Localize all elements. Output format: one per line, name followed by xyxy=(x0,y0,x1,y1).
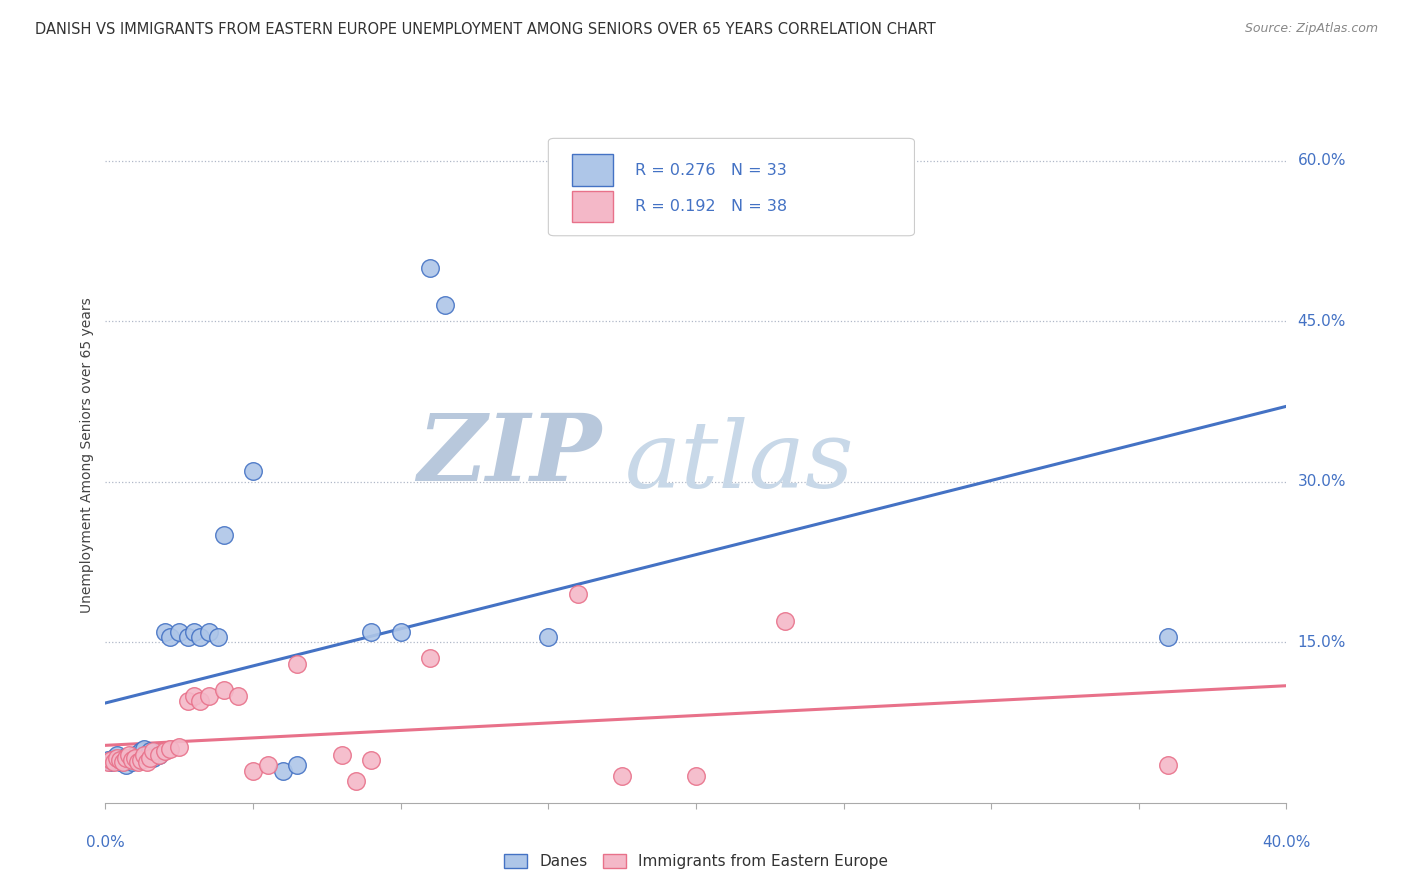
Point xyxy=(197,624,219,639)
Point xyxy=(97,755,120,769)
Text: Source: ZipAtlas.com: Source: ZipAtlas.com xyxy=(1244,22,1378,36)
Point xyxy=(112,751,135,765)
Point xyxy=(121,755,143,769)
Text: 45.0%: 45.0% xyxy=(1298,314,1346,328)
Text: DANISH VS IMMIGRANTS FROM EASTERN EUROPE UNEMPLOYMENT AMONG SENIORS OVER 65 YEAR: DANISH VS IMMIGRANTS FROM EASTERN EUROPE… xyxy=(35,22,936,37)
Point xyxy=(330,747,353,762)
Point xyxy=(135,755,157,769)
Point xyxy=(433,298,456,312)
Text: atlas: atlas xyxy=(626,417,855,507)
Point xyxy=(118,747,141,762)
Point xyxy=(115,751,138,765)
Point xyxy=(103,751,125,765)
Point xyxy=(105,747,128,762)
Point xyxy=(226,689,250,703)
Point xyxy=(159,630,181,644)
Point xyxy=(1157,758,1180,772)
Point xyxy=(685,769,707,783)
Point xyxy=(105,751,128,765)
Text: R = 0.192   N = 38: R = 0.192 N = 38 xyxy=(634,199,787,214)
FancyBboxPatch shape xyxy=(548,138,914,235)
Point xyxy=(242,764,264,778)
Point xyxy=(197,689,219,703)
Point xyxy=(271,764,294,778)
Point xyxy=(153,624,176,639)
Point xyxy=(132,742,155,756)
Point xyxy=(110,753,132,767)
Point xyxy=(148,747,170,762)
Text: ZIP: ZIP xyxy=(418,410,602,500)
Point xyxy=(148,747,170,762)
Point xyxy=(183,624,205,639)
Point xyxy=(360,753,382,767)
Point xyxy=(610,769,633,783)
Text: 0.0%: 0.0% xyxy=(86,836,125,850)
Point xyxy=(132,747,155,762)
Point xyxy=(124,751,146,765)
Point xyxy=(115,758,138,772)
Point xyxy=(242,464,264,478)
Legend: Danes, Immigrants from Eastern Europe: Danes, Immigrants from Eastern Europe xyxy=(498,847,894,875)
Point xyxy=(169,740,191,755)
Point xyxy=(177,630,200,644)
Point xyxy=(360,624,382,639)
FancyBboxPatch shape xyxy=(572,154,613,186)
Point xyxy=(537,630,560,644)
Point xyxy=(419,651,441,665)
Point xyxy=(142,744,165,758)
Point xyxy=(121,753,143,767)
Point xyxy=(138,744,160,758)
Point xyxy=(159,742,181,756)
Point xyxy=(124,747,146,762)
Point xyxy=(188,630,211,644)
Point xyxy=(773,614,796,628)
Point xyxy=(129,753,152,767)
Point xyxy=(142,751,165,765)
Point xyxy=(97,753,120,767)
Point xyxy=(1157,630,1180,644)
Point xyxy=(118,753,141,767)
Text: 40.0%: 40.0% xyxy=(1263,836,1310,850)
Point xyxy=(256,758,278,772)
FancyBboxPatch shape xyxy=(572,191,613,222)
Point xyxy=(103,755,125,769)
Text: 15.0%: 15.0% xyxy=(1298,635,1346,649)
Point xyxy=(567,587,589,601)
Point xyxy=(183,689,205,703)
Point xyxy=(346,774,368,789)
Point xyxy=(212,528,235,542)
Point xyxy=(287,657,309,671)
Y-axis label: Unemployment Among Seniors over 65 years: Unemployment Among Seniors over 65 years xyxy=(80,297,94,613)
Text: 60.0%: 60.0% xyxy=(1298,153,1346,168)
Point xyxy=(188,694,211,708)
Point xyxy=(212,683,235,698)
Point xyxy=(129,744,152,758)
Point xyxy=(169,624,191,639)
Point xyxy=(419,260,441,275)
Point xyxy=(100,753,122,767)
Point xyxy=(389,624,412,639)
Point xyxy=(207,630,229,644)
Point xyxy=(110,755,132,769)
Text: 30.0%: 30.0% xyxy=(1298,475,1346,489)
Point xyxy=(100,755,122,769)
Point xyxy=(177,694,200,708)
Point xyxy=(112,755,135,769)
Text: R = 0.276   N = 33: R = 0.276 N = 33 xyxy=(634,162,786,178)
Point xyxy=(287,758,309,772)
Point xyxy=(127,755,149,769)
Point xyxy=(153,744,176,758)
Point xyxy=(138,751,160,765)
